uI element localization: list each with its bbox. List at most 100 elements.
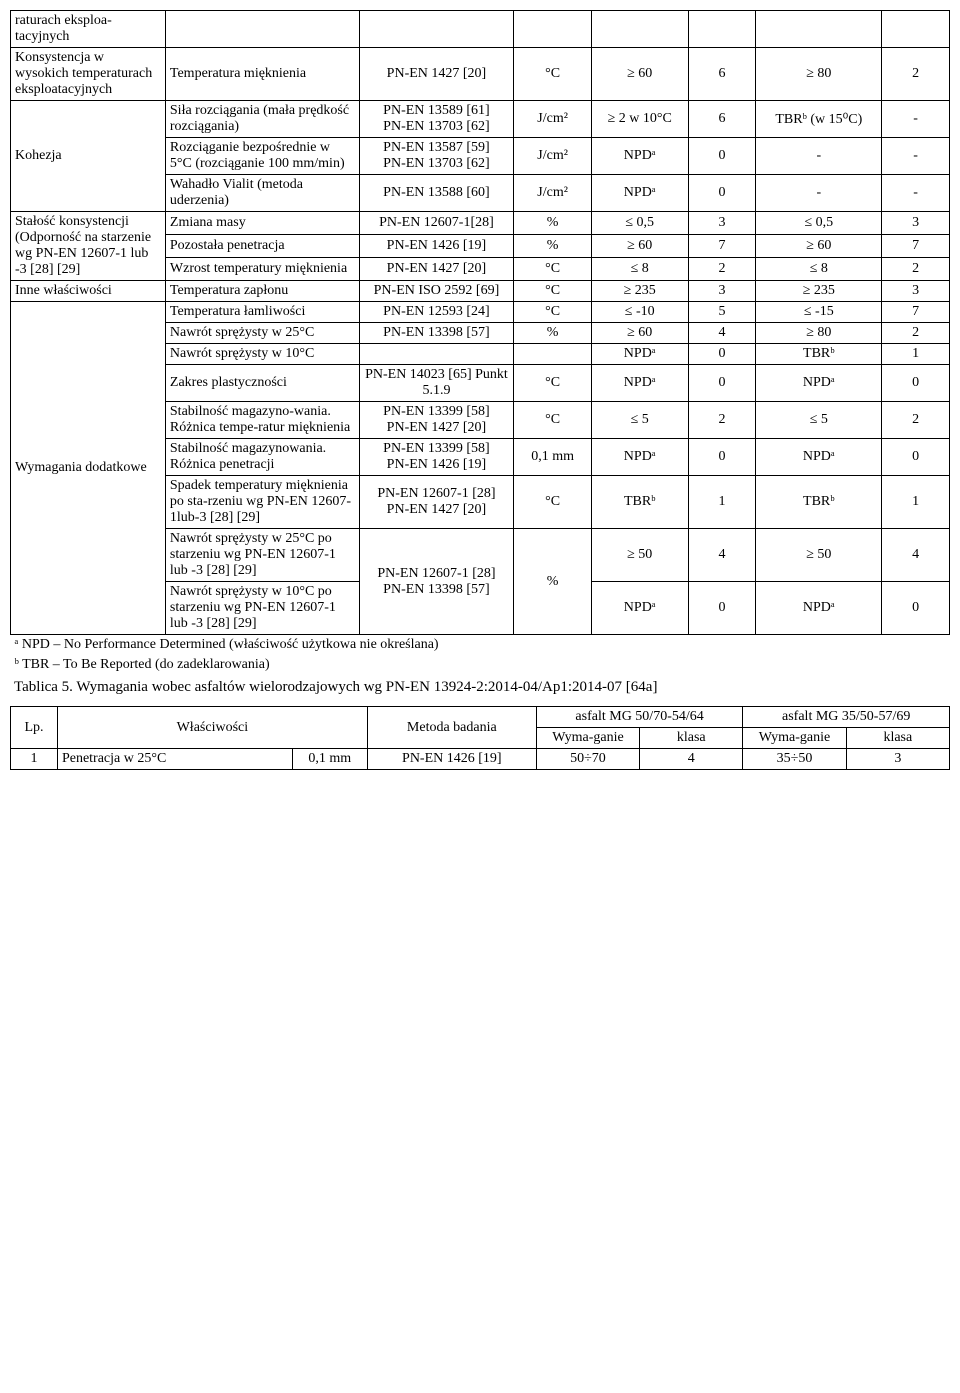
cell-value: 1 (882, 344, 950, 365)
cell-method: PN-EN 13399 [58] PN-EN 1426 [19] (359, 439, 514, 476)
cell-property: Wzrost temperatury mięknienia (165, 258, 359, 281)
cell-unit: % (514, 529, 591, 635)
cell-value: ≥ 50 (591, 529, 688, 582)
cell-value (591, 11, 688, 48)
cell-value (688, 11, 756, 48)
cell-value: 0 (882, 582, 950, 635)
footnote-a: ᵃ NPD – No Performance Determined (właśc… (11, 635, 950, 656)
cell-value: ≥ 235 (756, 281, 882, 302)
cell-method: PN-EN 12607-1 [28] PN-EN 13398 [57] (359, 529, 514, 635)
cell-unit (514, 11, 591, 48)
header-wlasciwosci: Właściwości (57, 707, 367, 749)
cell-property: Nawrót sprężysty w 25°C (165, 323, 359, 344)
cell-value: 0 (688, 365, 756, 402)
cell-value: ≥ 60 (591, 323, 688, 344)
cell-value: 2 (688, 402, 756, 439)
cell-value: ≤ 5 (756, 402, 882, 439)
cell-method: PN-EN 12593 [24] (359, 302, 514, 323)
cell-value: 0 (688, 138, 756, 175)
cell-property-group: Inne właściwości (11, 281, 166, 302)
cell-value: 3 (688, 281, 756, 302)
cell-property-group: Konsystencja w wysokich temperaturach ek… (11, 48, 166, 101)
cell-method: PN-EN 13398 [57] (359, 323, 514, 344)
cell-property (165, 11, 359, 48)
cell-value: NPDᵃ (591, 138, 688, 175)
header-asfalt-2: asfalt MG 35/50-57/69 (743, 707, 950, 728)
cell-value: ≥ 60 (756, 235, 882, 258)
cell-method: PN-EN 1426 [19] (359, 235, 514, 258)
cell-value: ≤ 5 (591, 402, 688, 439)
cell-unit: °C (514, 365, 591, 402)
cell-value: 4 (640, 749, 743, 770)
cell-value: 5 (688, 302, 756, 323)
table-row: Wymagania dodatkoweTemperatura łamliwośc… (11, 302, 950, 323)
table-row: Lp. Właściwości Metoda badania asfalt MG… (11, 707, 950, 728)
cell-property-group: Wymagania dodatkowe (11, 302, 166, 635)
cell-method: PN-EN 13588 [60] (359, 175, 514, 212)
cell-value: - (882, 138, 950, 175)
table-row: Stałość konsystencji (Odporność na starz… (11, 212, 950, 235)
table-row: KohezjaSiła rozciągania (mała prędkość r… (11, 101, 950, 138)
cell-unit: °C (514, 258, 591, 281)
cell-value: ≤ 0,5 (756, 212, 882, 235)
cell-property-group: Stałość konsystencji (Odporność na starz… (11, 212, 166, 281)
cell-property: Temperatura mięknienia (165, 48, 359, 101)
header-wymaganie-2: Wyma-ganie (743, 728, 846, 749)
cell-unit: 0,1 mm (292, 749, 367, 770)
cell-value: ≤ 8 (591, 258, 688, 281)
cell-value: NPDᵃ (756, 439, 882, 476)
cell-method: PN-EN 12607-1[28] (359, 212, 514, 235)
cell-property: Wahadło Vialit (metoda uderzenia) (165, 175, 359, 212)
cell-unit: % (514, 212, 591, 235)
cell-unit: °C (514, 476, 591, 529)
cell-unit: 0,1 mm (514, 439, 591, 476)
cell-value: NPDᵃ (756, 582, 882, 635)
header-lp: Lp. (11, 707, 58, 749)
cell-value: ≥ 80 (756, 48, 882, 101)
cell-value: 6 (688, 48, 756, 101)
cell-value: 4 (882, 529, 950, 582)
cell-value: TBRᵇ (756, 476, 882, 529)
cell-unit: °C (514, 48, 591, 101)
cell-value: NPDᵃ (591, 582, 688, 635)
cell-value: NPDᵃ (591, 439, 688, 476)
cell-method (359, 11, 514, 48)
cell-value: NPDᵃ (591, 344, 688, 365)
cell-value: 6 (688, 101, 756, 138)
cell-value: ≥ 60 (591, 235, 688, 258)
cell-value: 2 (688, 258, 756, 281)
header-asfalt-1: asfalt MG 50/70-54/64 (536, 707, 743, 728)
cell-value: ≥ 60 (591, 48, 688, 101)
cell-method: PN-EN 12607-1 [28] PN-EN 1427 [20] (359, 476, 514, 529)
cell-value: ≥ 50 (756, 529, 882, 582)
cell-value: - (756, 175, 882, 212)
cell-method: PN-EN ISO 2592 [69] (359, 281, 514, 302)
cell-value (756, 11, 882, 48)
cell-value: ≤ -10 (591, 302, 688, 323)
cell-value: NPDᵃ (591, 175, 688, 212)
cell-property: Pozostała penetracja (165, 235, 359, 258)
cell-value: 0 (882, 439, 950, 476)
cell-value: 50÷70 (536, 749, 639, 770)
cell-property: Spadek temperatury mięknienia po sta-rze… (165, 476, 359, 529)
cell-value: TBRᵇ (756, 344, 882, 365)
cell-value: 3 (688, 212, 756, 235)
cell-value: 3 (882, 212, 950, 235)
cell-value: 0 (688, 344, 756, 365)
cell-unit: °C (514, 302, 591, 323)
cell-property-group: Kohezja (11, 101, 166, 212)
cell-value: 2 (882, 402, 950, 439)
table-row: 1 Penetracja w 25°C 0,1 mm PN-EN 1426 [1… (11, 749, 950, 770)
cell-method (359, 344, 514, 365)
cell-property: Nawrót sprężysty w 25°C po starzeniu wg … (165, 529, 359, 582)
cell-unit: °C (514, 281, 591, 302)
cell-property: Penetracja w 25°C (57, 749, 292, 770)
cell-value: 0 (688, 175, 756, 212)
cell-value: - (882, 101, 950, 138)
cell-value: 7 (688, 235, 756, 258)
main-specifications-table: raturach eksploa-tacyjnychKonsystencja w… (10, 10, 950, 675)
cell-property-group: raturach eksploa-tacyjnych (11, 11, 166, 48)
cell-unit: % (514, 235, 591, 258)
cell-property: Zmiana masy (165, 212, 359, 235)
cell-value: TBRᵇ (w 15⁰C) (756, 101, 882, 138)
